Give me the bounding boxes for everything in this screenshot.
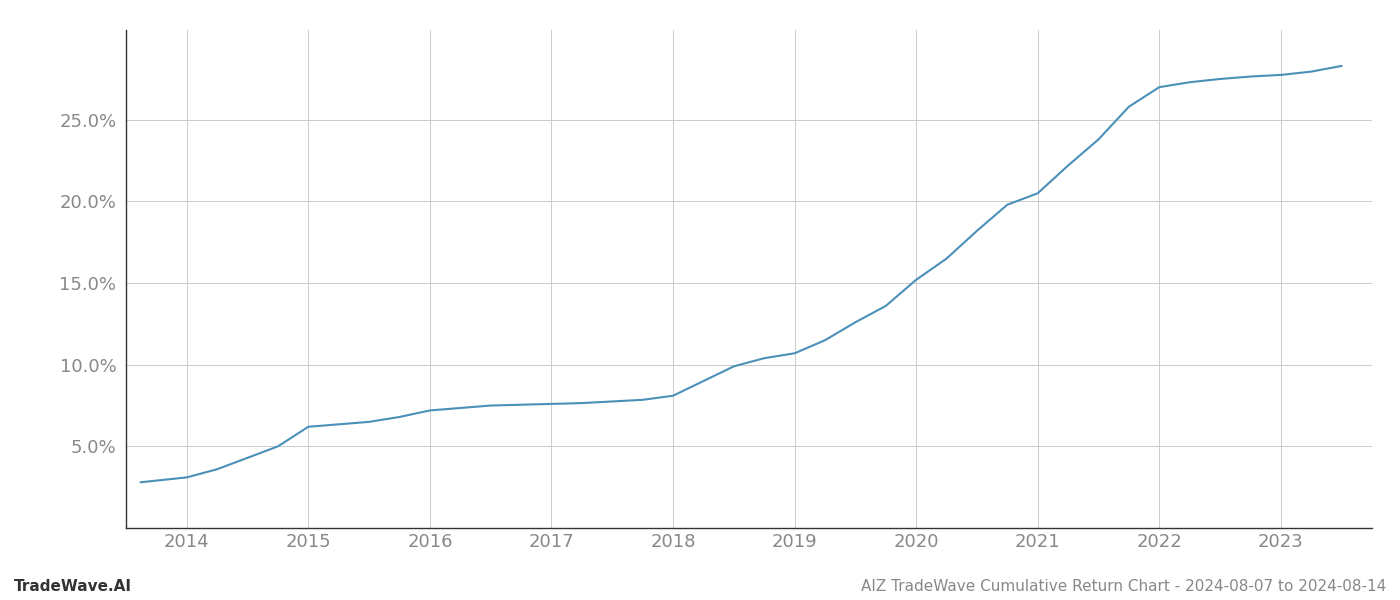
Text: AIZ TradeWave Cumulative Return Chart - 2024-08-07 to 2024-08-14: AIZ TradeWave Cumulative Return Chart - … [861, 579, 1386, 594]
Text: TradeWave.AI: TradeWave.AI [14, 579, 132, 594]
